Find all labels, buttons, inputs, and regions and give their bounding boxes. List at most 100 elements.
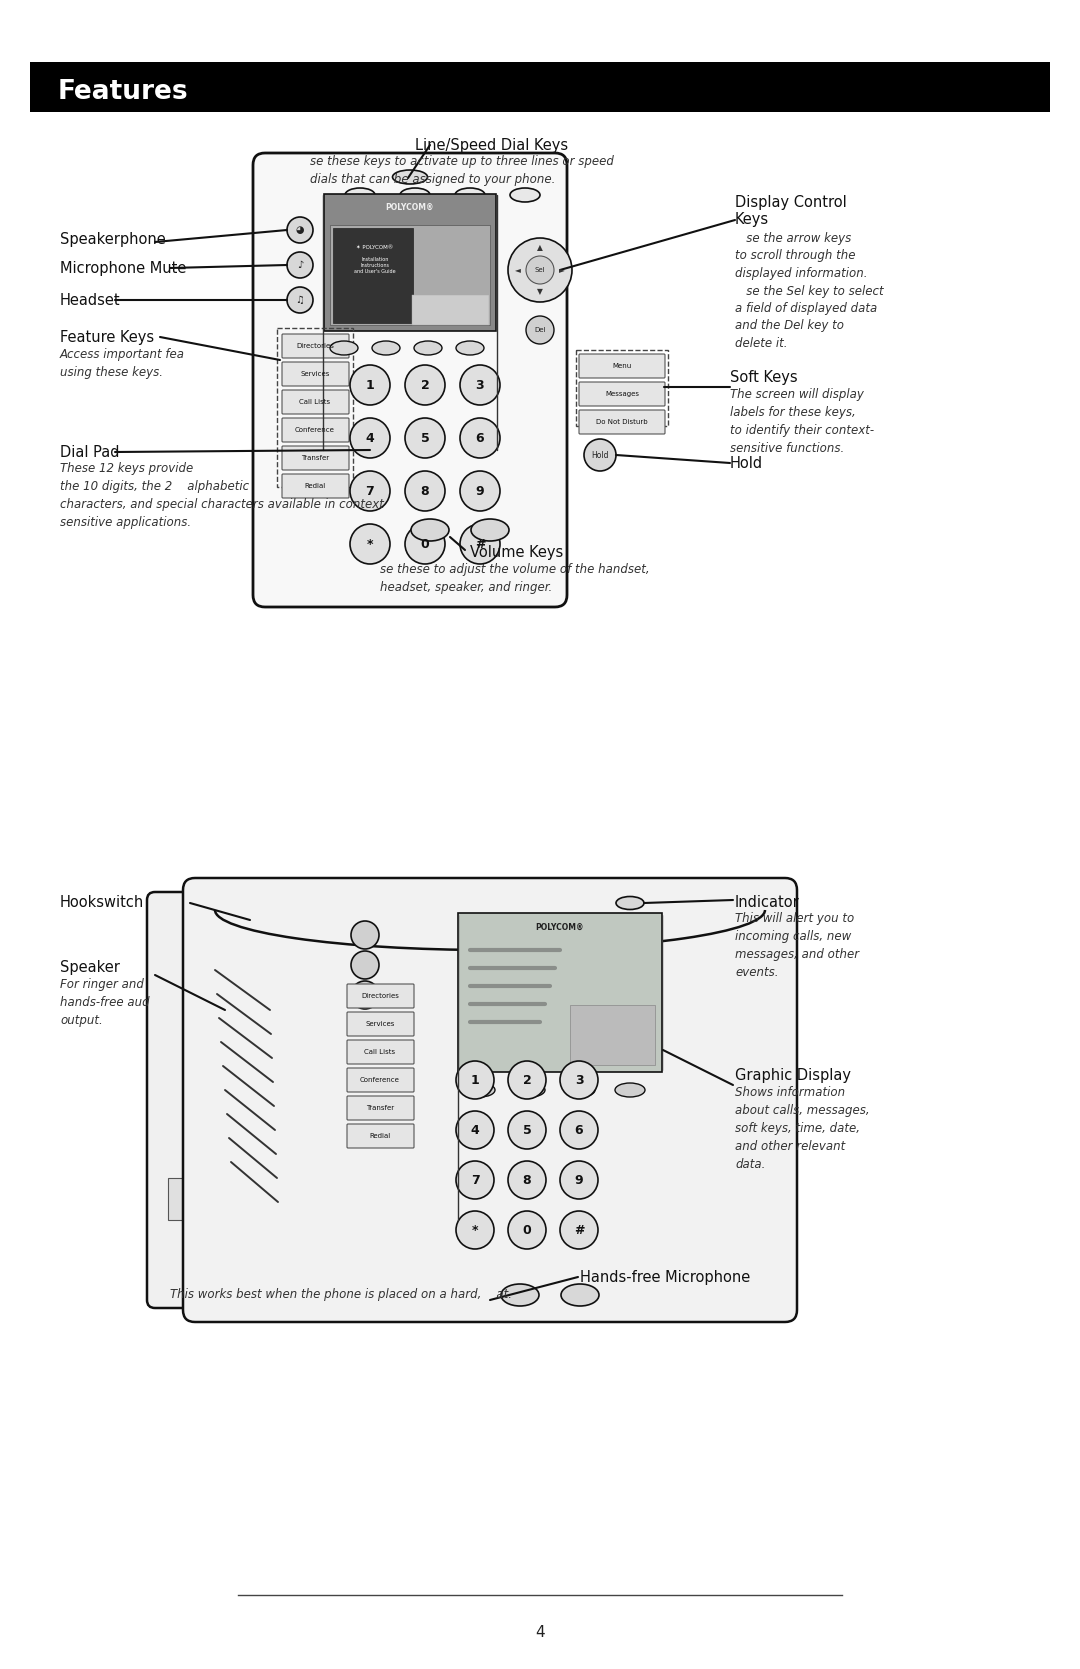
Text: Menu: Menu <box>612 362 632 369</box>
Text: Services: Services <box>300 371 329 377</box>
FancyBboxPatch shape <box>147 891 363 1308</box>
Text: Call Lists: Call Lists <box>299 399 330 406</box>
Text: Hold: Hold <box>730 456 764 471</box>
Text: Access important fea
using these keys.: Access important fea using these keys. <box>60 349 185 379</box>
Circle shape <box>460 417 500 457</box>
FancyBboxPatch shape <box>168 1178 252 1220</box>
FancyBboxPatch shape <box>282 474 349 497</box>
Ellipse shape <box>392 170 428 184</box>
Circle shape <box>405 471 445 511</box>
Circle shape <box>561 1061 598 1098</box>
FancyBboxPatch shape <box>579 382 665 406</box>
Ellipse shape <box>501 1283 539 1307</box>
FancyBboxPatch shape <box>579 411 665 434</box>
Circle shape <box>561 1162 598 1198</box>
Text: ◄: ◄ <box>515 265 521 274</box>
Text: 6: 6 <box>575 1123 583 1137</box>
Circle shape <box>584 439 616 471</box>
Text: 1: 1 <box>471 1073 480 1087</box>
Circle shape <box>508 239 572 302</box>
FancyBboxPatch shape <box>347 1097 414 1120</box>
Text: *: * <box>367 537 374 551</box>
Ellipse shape <box>345 189 375 202</box>
Ellipse shape <box>400 189 430 202</box>
Text: Transfer: Transfer <box>301 456 329 461</box>
Text: #: # <box>475 537 485 551</box>
Text: 2: 2 <box>420 379 430 392</box>
Text: Speaker: Speaker <box>60 960 120 975</box>
Text: Do Not Disturb: Do Not Disturb <box>596 419 648 426</box>
Text: Graphic Display: Graphic Display <box>735 1068 851 1083</box>
Text: 3: 3 <box>475 379 484 392</box>
Text: Soft Keys: Soft Keys <box>730 371 798 386</box>
Text: ◕: ◕ <box>296 225 305 235</box>
Ellipse shape <box>561 1283 599 1307</box>
Text: 4: 4 <box>471 1123 480 1137</box>
Text: 4: 4 <box>536 1626 544 1641</box>
Text: For ringer and
hands-free aud
output.: For ringer and hands-free aud output. <box>60 978 150 1026</box>
Circle shape <box>508 1112 546 1148</box>
Circle shape <box>287 217 313 244</box>
FancyBboxPatch shape <box>347 1068 414 1092</box>
Circle shape <box>350 471 390 511</box>
Text: Conference: Conference <box>295 427 335 432</box>
Text: The screen will display
labels for these keys,
to identify their context-
sensit: The screen will display labels for these… <box>730 387 874 456</box>
FancyBboxPatch shape <box>333 229 413 324</box>
FancyBboxPatch shape <box>347 1040 414 1065</box>
Text: 1: 1 <box>366 379 375 392</box>
Circle shape <box>508 1162 546 1198</box>
Circle shape <box>405 417 445 457</box>
Text: Redial: Redial <box>369 1133 391 1138</box>
FancyBboxPatch shape <box>222 915 308 938</box>
Text: 3: 3 <box>575 1073 583 1087</box>
Text: 5: 5 <box>523 1123 531 1137</box>
Ellipse shape <box>456 340 484 355</box>
FancyBboxPatch shape <box>330 225 490 325</box>
Text: Hands-free Microphone: Hands-free Microphone <box>580 1270 751 1285</box>
Text: Directories: Directories <box>296 344 334 349</box>
Circle shape <box>456 1212 494 1248</box>
Text: Display Control
Keys: Display Control Keys <box>735 195 847 227</box>
Circle shape <box>351 951 379 980</box>
Text: Del: Del <box>535 327 545 334</box>
FancyBboxPatch shape <box>282 391 349 414</box>
Ellipse shape <box>465 1083 495 1097</box>
Circle shape <box>350 524 390 564</box>
Text: ►: ► <box>559 265 565 274</box>
Circle shape <box>561 1112 598 1148</box>
Text: This works best when the phone is placed on a hard,    at.: This works best when the phone is placed… <box>170 1288 512 1302</box>
Ellipse shape <box>330 340 357 355</box>
Text: 8: 8 <box>421 484 430 497</box>
Ellipse shape <box>414 340 442 355</box>
FancyBboxPatch shape <box>324 194 496 330</box>
FancyBboxPatch shape <box>411 295 489 325</box>
Text: 4: 4 <box>366 432 375 444</box>
FancyBboxPatch shape <box>347 985 414 1008</box>
Ellipse shape <box>510 189 540 202</box>
Text: Directories: Directories <box>361 993 399 1000</box>
Circle shape <box>351 921 379 950</box>
Circle shape <box>561 1212 598 1248</box>
Circle shape <box>508 1061 546 1098</box>
Circle shape <box>456 1162 494 1198</box>
Ellipse shape <box>565 1083 595 1097</box>
Circle shape <box>460 471 500 511</box>
Ellipse shape <box>615 1083 645 1097</box>
Circle shape <box>456 1112 494 1148</box>
Text: Installation
Instructions
and User's Guide: Installation Instructions and User's Gui… <box>354 257 395 274</box>
Text: POLYCOM®: POLYCOM® <box>536 923 584 931</box>
Text: 7: 7 <box>471 1173 480 1187</box>
FancyBboxPatch shape <box>570 1005 654 1065</box>
Text: 8: 8 <box>523 1173 531 1187</box>
Ellipse shape <box>455 189 485 202</box>
FancyBboxPatch shape <box>347 1123 414 1148</box>
Ellipse shape <box>515 1083 545 1097</box>
FancyBboxPatch shape <box>183 878 797 1322</box>
Ellipse shape <box>616 896 644 910</box>
Text: *: * <box>472 1223 478 1237</box>
Text: Redial: Redial <box>305 482 326 489</box>
Text: ♫: ♫ <box>296 295 305 305</box>
Circle shape <box>350 417 390 457</box>
FancyBboxPatch shape <box>579 354 665 377</box>
Text: Microphone Mute: Microphone Mute <box>60 260 187 275</box>
